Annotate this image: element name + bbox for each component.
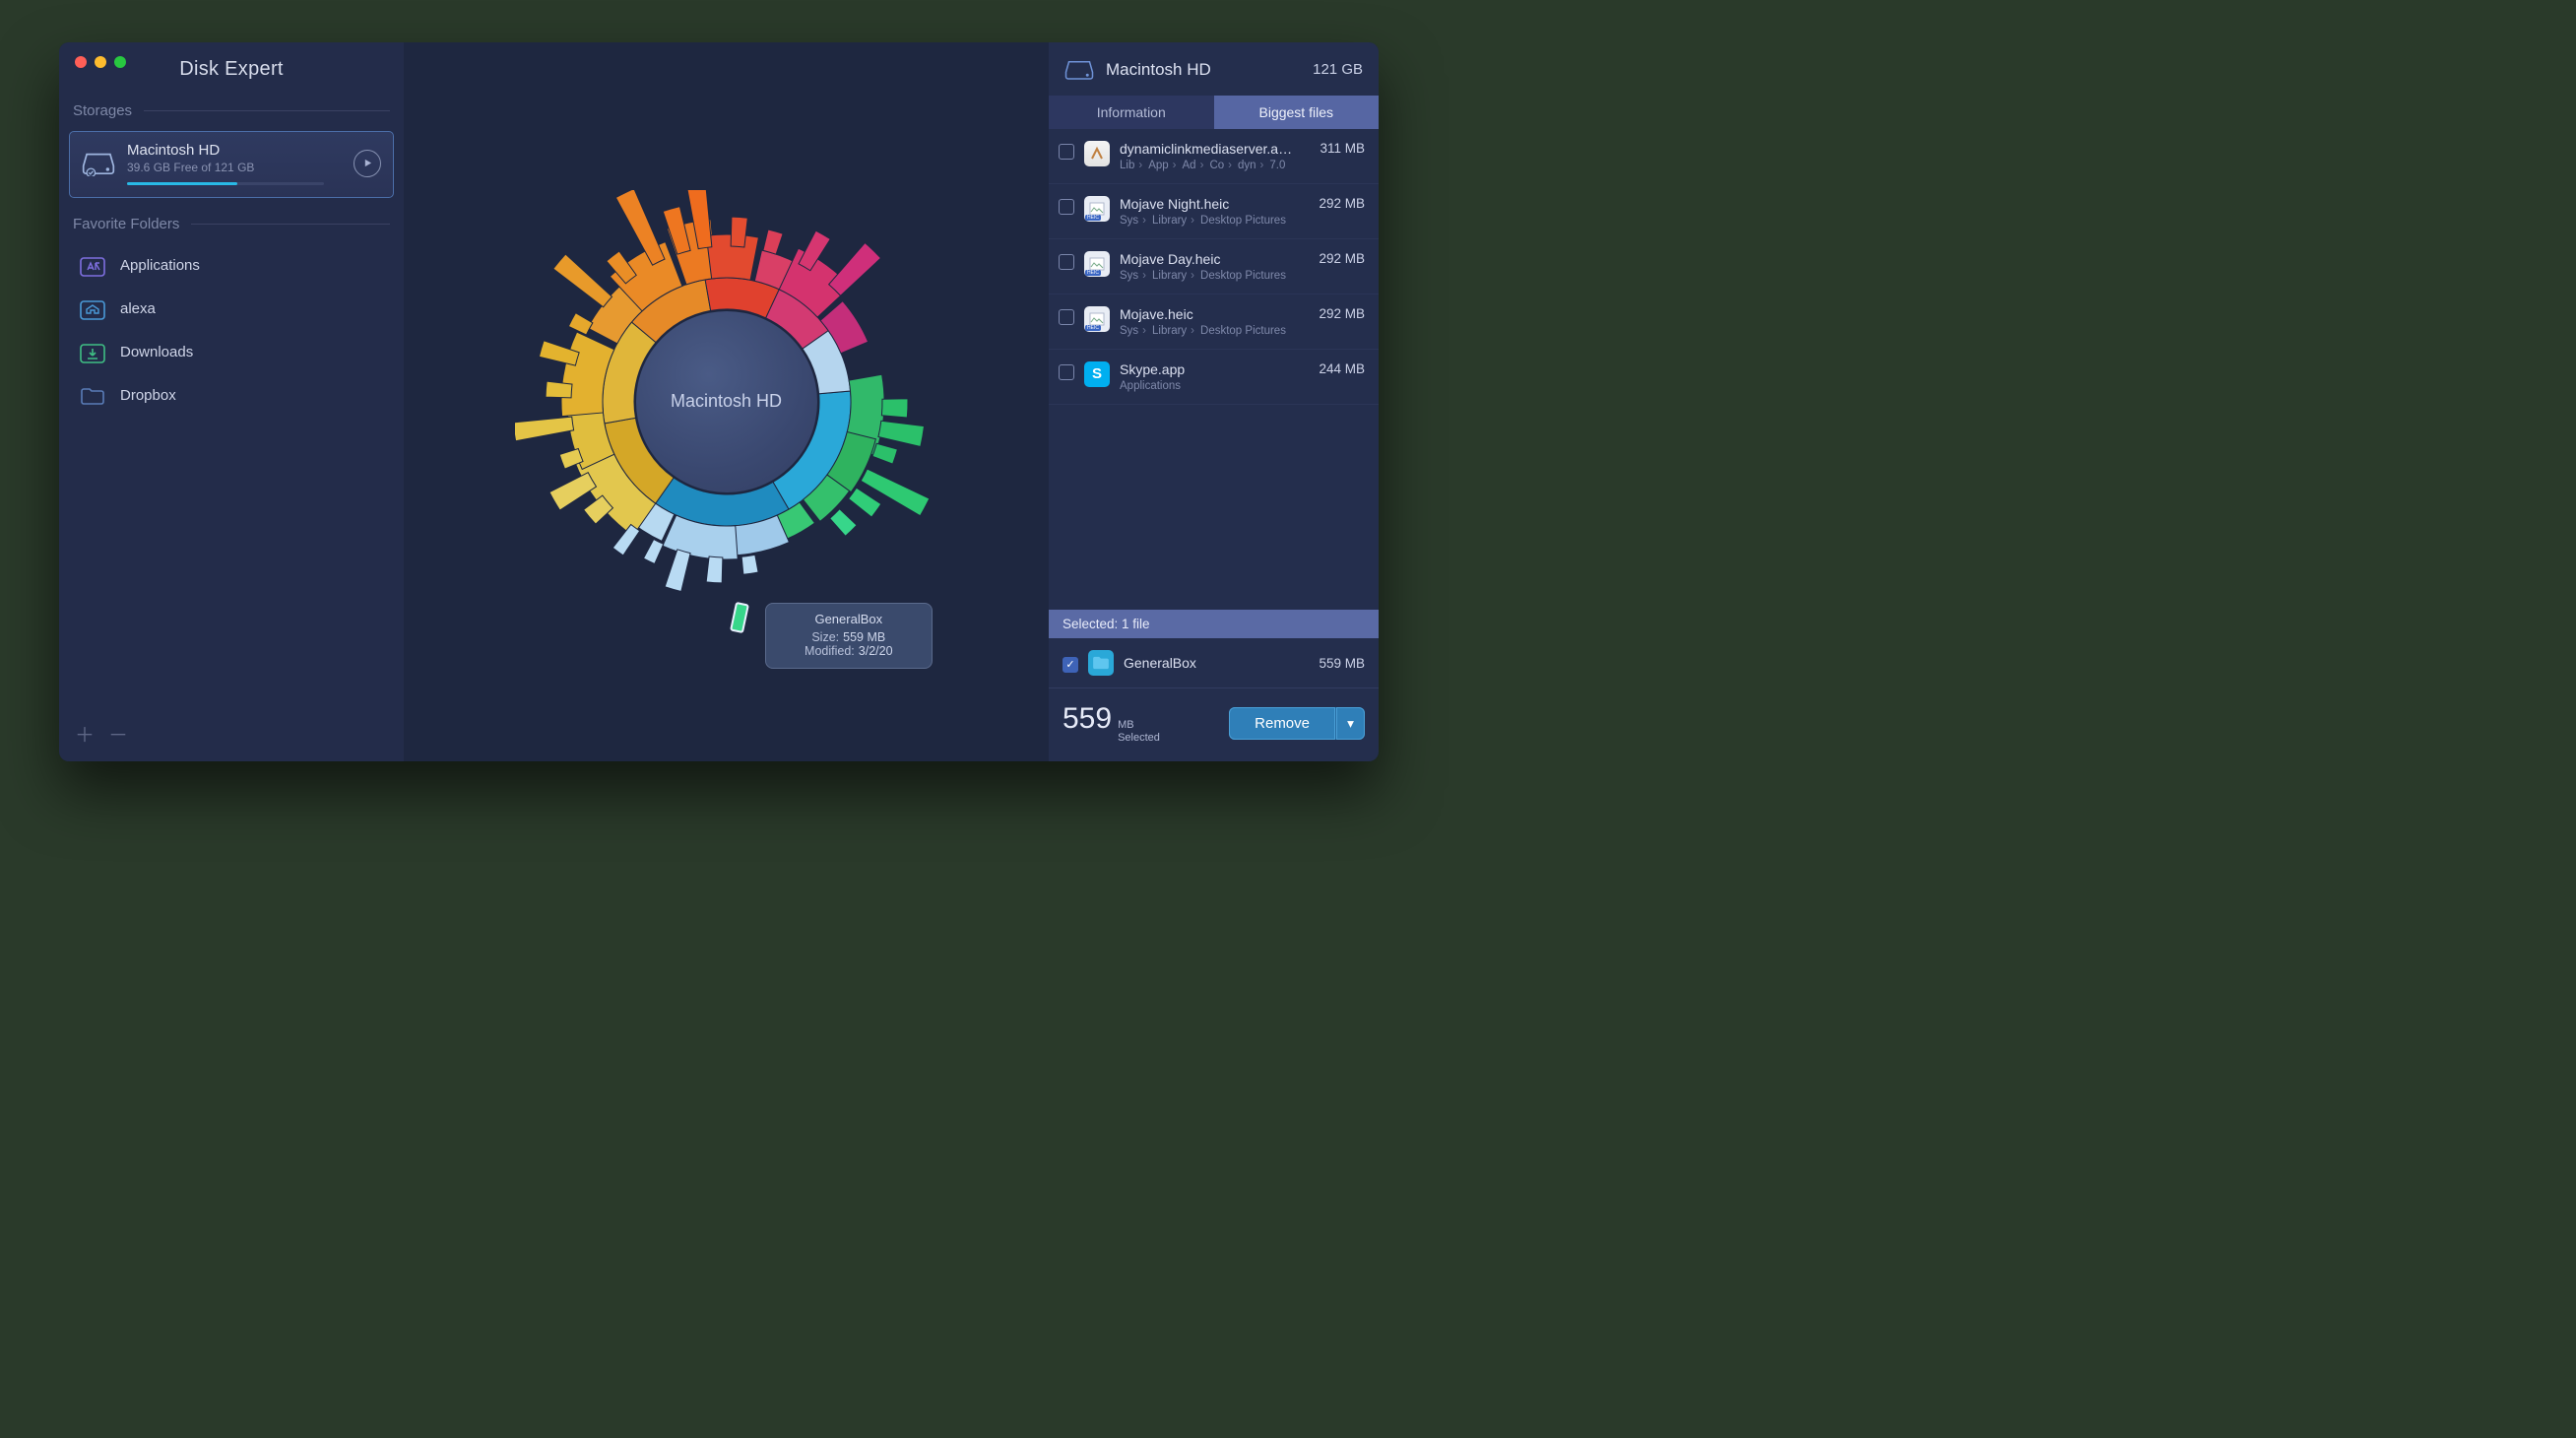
window-controls [75, 56, 126, 68]
panel-disk-name: Macintosh HD [1106, 60, 1301, 80]
file-size: 311 MB [1320, 141, 1365, 156]
close-window-button[interactable] [75, 56, 87, 68]
file-size: 292 MB [1319, 251, 1365, 266]
selected-file-size: 559 MB [1319, 656, 1365, 671]
scan-button[interactable] [354, 150, 381, 177]
file-row[interactable]: Mojave Night.heic SysLibraryDesktop Pictu… [1049, 184, 1379, 239]
file-size: 292 MB [1319, 306, 1365, 321]
sidebar-item-applications[interactable]: Applications [59, 244, 404, 288]
app-title: Disk Expert [59, 42, 404, 102]
file-name: Skype.app [1120, 361, 1303, 377]
tooltip-title: GeneralBox [780, 612, 918, 626]
file-path: LibAppAdCodyn7.0 [1120, 160, 1304, 171]
home-icon [79, 297, 106, 321]
file-name: Mojave Night.heic [1120, 196, 1303, 212]
file-checkbox[interactable] [1059, 199, 1074, 215]
tab-biggest-files[interactable]: Biggest files [1214, 96, 1380, 129]
remove-dropdown-button[interactable]: ▾ [1335, 707, 1365, 740]
skype-icon: S [1084, 361, 1110, 387]
file-name: Mojave Day.heic [1120, 251, 1303, 267]
sunburst-chart[interactable]: Macintosh HD [515, 190, 938, 614]
file-size: 244 MB [1319, 361, 1365, 376]
panel-disk-capacity: 121 GB [1313, 61, 1363, 78]
selected-row[interactable]: GeneralBox 559 MB [1049, 638, 1379, 687]
selected-file-name: GeneralBox [1124, 655, 1303, 671]
file-path: SysLibraryDesktop Pictures [1120, 325, 1303, 337]
image-icon [1084, 306, 1110, 332]
file-path: SysLibraryDesktop Pictures [1120, 270, 1303, 282]
favorites-list: Applications alexa Downloads Dropbox [59, 238, 404, 418]
storages-heading: Storages [59, 102, 404, 125]
storage-item[interactable]: Macintosh HD 39.6 GB Free of 121 GB [69, 131, 394, 198]
file-checkbox[interactable] [1059, 144, 1074, 160]
favorite-label: Applications [120, 257, 200, 274]
panel-footer: 559 MBSelected Remove ▾ [1049, 687, 1379, 760]
remove-button[interactable]: Remove [1229, 707, 1335, 740]
storage-subtitle: 39.6 GB Free of 121 GB [127, 161, 342, 174]
remove-favorite-button[interactable]: － [108, 719, 128, 748]
storage-usage-bar [127, 182, 324, 185]
disk-icon [82, 151, 115, 176]
storage-name: Macintosh HD [127, 142, 342, 159]
sidebar-footer: ＋ － [59, 719, 404, 748]
app-icon [1084, 141, 1110, 166]
folder-icon [79, 384, 106, 408]
file-row[interactable]: Mojave Day.heic SysLibraryDesktop Picture… [1049, 239, 1379, 294]
file-path: Applications [1120, 380, 1303, 392]
sunburst-view: Macintosh HD GeneralBox Size:559 MB Modi… [404, 42, 1049, 761]
file-checkbox[interactable] [1059, 364, 1074, 380]
sidebar: Disk Expert Storages Macintosh HD 39.6 G… [59, 42, 404, 761]
panel-header: Macintosh HD 121 GB [1049, 42, 1379, 96]
file-name: dynamiclinkmediaserver.a… [1120, 141, 1304, 157]
file-name: Mojave.heic [1120, 306, 1303, 322]
tab-information[interactable]: Information [1049, 96, 1214, 129]
selection-amount: 559 MBSelected [1063, 702, 1160, 745]
file-row[interactable]: S Skype.app Applications 244 MB [1049, 350, 1379, 405]
sunburst-center[interactable]: Macintosh HD [636, 311, 817, 492]
selected-header: Selected: 1 file [1049, 610, 1379, 638]
file-row[interactable]: dynamiclinkmediaserver.a… LibAppAdCodyn7.… [1049, 129, 1379, 184]
sidebar-item-dropbox[interactable]: Dropbox [59, 374, 404, 418]
add-favorite-button[interactable]: ＋ [75, 719, 95, 748]
favorite-label: Dropbox [120, 387, 176, 404]
zoom-window-button[interactable] [114, 56, 126, 68]
file-row[interactable]: Mojave.heic SysLibraryDesktop Pictures 292… [1049, 294, 1379, 350]
hover-tooltip: GeneralBox Size:559 MB Modified:3/2/20 [765, 603, 933, 669]
sidebar-item-downloads[interactable]: Downloads [59, 331, 404, 374]
app-icon [79, 254, 106, 278]
file-checkbox[interactable] [1059, 254, 1074, 270]
file-checkbox[interactable] [1059, 309, 1074, 325]
app-window: Disk Expert Storages Macintosh HD 39.6 G… [59, 42, 1379, 761]
favorite-label: Downloads [120, 344, 193, 360]
favorite-label: alexa [120, 300, 156, 317]
sidebar-item-alexa[interactable]: alexa [59, 288, 404, 331]
file-path: SysLibraryDesktop Pictures [1120, 215, 1303, 227]
image-icon [1084, 251, 1110, 277]
disk-icon [1064, 58, 1094, 82]
panel-tabs: Information Biggest files [1049, 96, 1379, 129]
image-icon [1084, 196, 1110, 222]
details-panel: Macintosh HD 121 GB Information Biggest … [1049, 42, 1379, 761]
down-icon [79, 341, 106, 364]
file-list: dynamiclinkmediaserver.a… LibAppAdCodyn7.… [1049, 129, 1379, 611]
file-checkbox[interactable] [1063, 657, 1078, 673]
minimize-window-button[interactable] [95, 56, 106, 68]
folder-icon [1088, 650, 1114, 676]
file-size: 292 MB [1319, 196, 1365, 211]
favorites-heading: Favorite Folders [59, 216, 404, 238]
